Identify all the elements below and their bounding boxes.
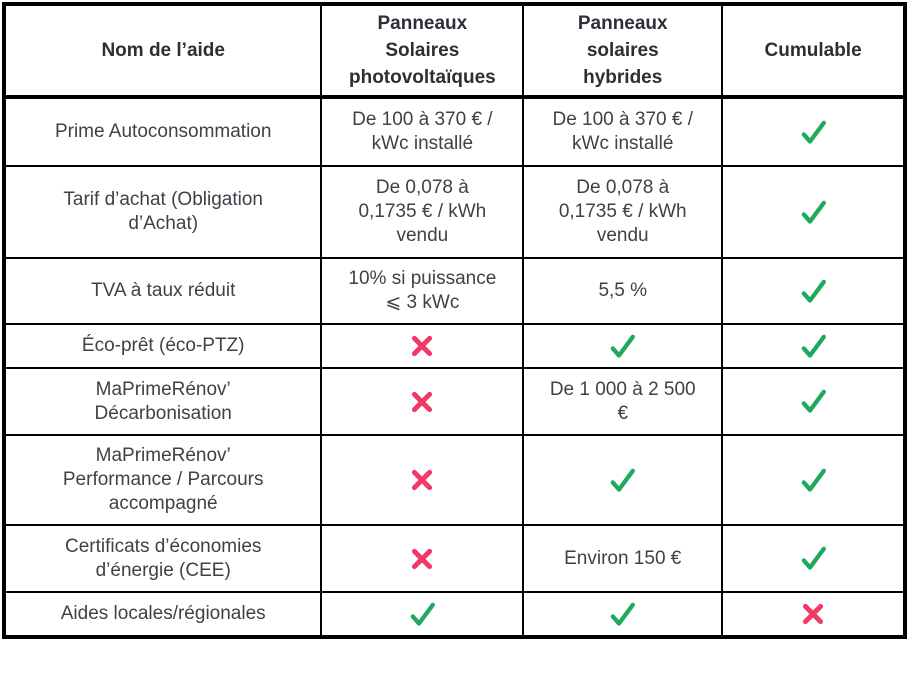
- table-row: Aides locales/régionales: [2, 591, 906, 638]
- hybrid-value-cell: [522, 323, 724, 369]
- table-row: MaPrimeRénov’ Performance / Parcours acc…: [2, 434, 906, 526]
- hybrid-value-cell: Environ 150 €: [522, 524, 724, 593]
- table-row: Certificats d’économies d’énergie (CEE) …: [2, 524, 906, 593]
- check-icon: [407, 599, 438, 630]
- check-icon: [798, 117, 829, 148]
- check-icon: [607, 331, 638, 362]
- aid-name-cell: MaPrimeRénov’ Décarbonisation: [2, 367, 323, 436]
- cross-icon: [409, 546, 435, 572]
- col-header-pv-panels: Panneaux Solaires photovoltaïques: [320, 3, 525, 99]
- aid-name-cell: Éco-prêt (éco-PTZ): [2, 323, 323, 369]
- cross-icon: [409, 467, 435, 493]
- cross-icon: [409, 389, 435, 415]
- pv-value-cell: De 0,078 à 0,1735 € / kWh vendu: [320, 165, 525, 259]
- aid-name-cell: MaPrimeRénov’ Performance / Parcours acc…: [2, 434, 323, 526]
- hybrid-value-cell: [522, 434, 724, 526]
- pv-value-cell: 10% si puissance ⩽ 3 kWc: [320, 257, 525, 325]
- cumulable-cell: [721, 257, 906, 325]
- cumulable-cell: [721, 323, 906, 369]
- check-icon: [607, 599, 638, 630]
- aid-name-cell: TVA à taux réduit: [2, 257, 323, 325]
- hybrid-value-cell: De 0,078 à 0,1735 € / kWh vendu: [522, 165, 724, 259]
- check-icon: [798, 331, 829, 362]
- table-row: Éco-prêt (éco-PTZ): [2, 323, 906, 369]
- pv-value-cell: [320, 591, 525, 638]
- hybrid-value-cell: De 100 à 370 € / kWc installé: [522, 96, 724, 167]
- cumulable-cell: [721, 591, 906, 638]
- aid-name-cell: Tarif d’achat (Obligation d’Achat): [2, 165, 323, 259]
- check-icon: [798, 386, 829, 417]
- cumulable-cell: [721, 165, 906, 259]
- pv-value-cell: [320, 323, 525, 369]
- check-icon: [798, 276, 829, 307]
- aid-name-cell: Certificats d’économies d’énergie (CEE): [2, 524, 323, 593]
- hybrid-value-cell: De 1 000 à 2 500 €: [522, 367, 724, 436]
- col-header-cumulable: Cumulable: [721, 3, 906, 99]
- table-row: Tarif d’achat (Obligation d’Achat) De 0,…: [2, 165, 906, 259]
- cumulable-cell: [721, 524, 906, 593]
- cross-icon: [409, 333, 435, 359]
- hybrid-value-cell: 5,5 %: [522, 257, 724, 325]
- pv-value-cell: [320, 524, 525, 593]
- cross-icon: [800, 601, 826, 627]
- check-icon: [607, 465, 638, 496]
- check-icon: [798, 465, 829, 496]
- table-row: Prime Autoconsommation De 100 à 370 € / …: [2, 96, 906, 167]
- cumulable-cell: [721, 367, 906, 436]
- check-icon: [798, 197, 829, 228]
- table-row: MaPrimeRénov’ Décarbonisation De 1 000 à…: [2, 367, 906, 436]
- cumulable-cell: [721, 434, 906, 526]
- pv-value-cell: [320, 367, 525, 436]
- aid-name-cell: Aides locales/régionales: [2, 591, 323, 638]
- aid-name-cell: Prime Autoconsommation: [2, 96, 323, 167]
- table-row: TVA à taux réduit 10% si puissance ⩽ 3 k…: [2, 257, 906, 325]
- pv-value-cell: De 100 à 370 € / kWc installé: [320, 96, 525, 167]
- col-header-hybrid-panels: Panneaux solaires hybrides: [522, 3, 724, 99]
- col-header-aid-name: Nom de l’aide: [2, 3, 323, 99]
- cumulable-cell: [721, 96, 906, 167]
- header-row: Nom de l’aide Panneaux Solaires photovol…: [2, 3, 906, 99]
- check-icon: [798, 543, 829, 574]
- pv-value-cell: [320, 434, 525, 526]
- aid-comparison-table: Nom de l’aide Panneaux Solaires photovol…: [2, 2, 907, 639]
- hybrid-value-cell: [522, 591, 724, 638]
